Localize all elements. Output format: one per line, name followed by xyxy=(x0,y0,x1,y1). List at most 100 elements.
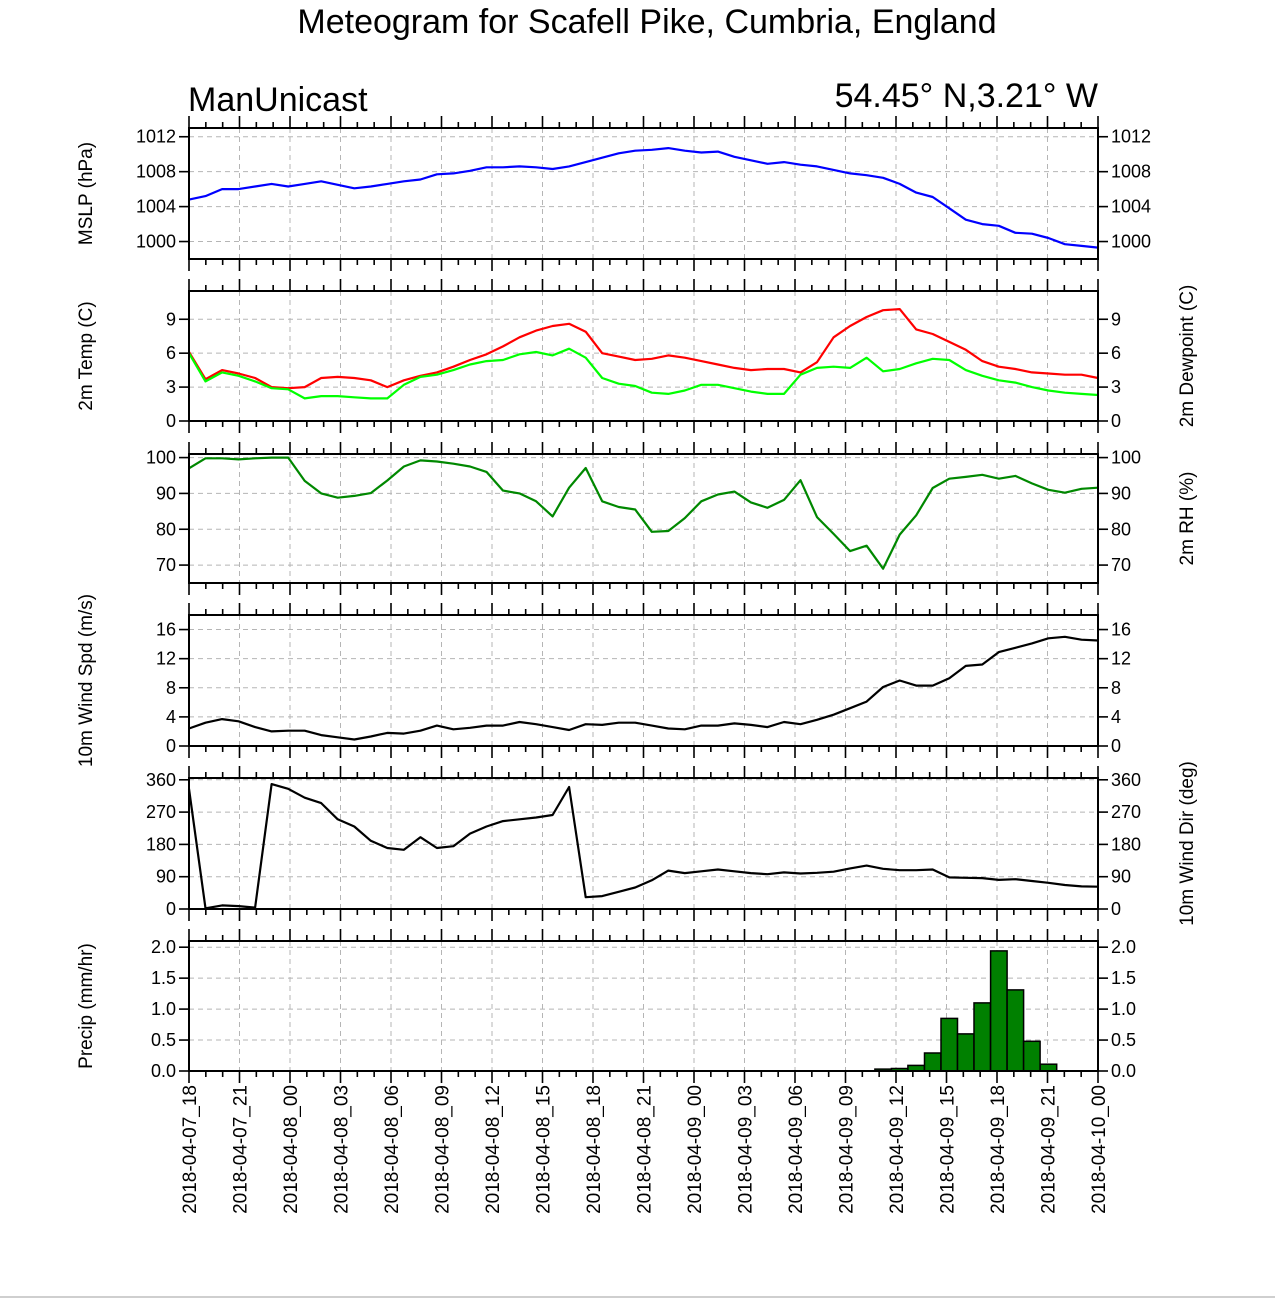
x-tick-label: 2018-04-09_03 xyxy=(736,1085,757,1214)
y-tick-label-left: 100 xyxy=(146,448,176,468)
panel-rh: 70 70 80 80 90 90 100 100 2m RH (%) xyxy=(146,442,1198,595)
y-tick-label-right: 3 xyxy=(1111,377,1121,397)
precip-bar xyxy=(973,1002,992,1072)
y-tick-label-right: 1000 xyxy=(1111,232,1151,252)
precip-bar xyxy=(1039,1063,1058,1072)
y-tick-label-left: 16 xyxy=(156,620,176,640)
y-tick-label-left: 180 xyxy=(146,834,176,854)
y-axis-label-right: 10m Wind Dir (deg) xyxy=(1177,761,1198,926)
y-tick-label-right: 1.0 xyxy=(1111,999,1136,1019)
panel-wspd: 0 0 4 4 8 8 12 12 16 16 10m Wind Spd (m/s) xyxy=(76,594,1131,767)
temp-series-1 xyxy=(188,347,1099,400)
y-axis-label-left: 2m Temp (C) xyxy=(76,301,97,410)
location-label: 54.45° N,3.21° W xyxy=(835,77,1098,115)
y-tick-label-right: 6 xyxy=(1111,343,1121,363)
y-tick-label-right: 70 xyxy=(1111,555,1131,575)
y-tick-label-left: 12 xyxy=(156,649,176,669)
panel-wdir: 0 0 90 90 180 180 270 270 360 360 10m Wind Dir (de… xyxy=(146,761,1198,926)
y-tick-label-right: 16 xyxy=(1111,620,1131,640)
y-tick-label-left: 1008 xyxy=(136,162,176,182)
y-tick-label-right: 1012 xyxy=(1111,127,1151,147)
y-tick-label-right: 4 xyxy=(1111,707,1121,727)
panel-temp: 0 0 3 3 6 6 9 9 2m Temp (C) 2m Dewpoint (C) xyxy=(76,279,1198,433)
y-tick-label-left: 1004 xyxy=(136,197,176,217)
y-tick-label-right: 270 xyxy=(1111,802,1141,822)
x-tick-label: 2018-04-08_12 xyxy=(483,1085,504,1214)
y-tick-label-left: 270 xyxy=(146,802,176,822)
y-axis-label-right: 2m RH (%) xyxy=(1177,472,1198,566)
x-tick-label: 2018-04-09_06 xyxy=(786,1085,807,1214)
x-tick-label: 2018-04-07_18 xyxy=(180,1085,201,1214)
y-axis-label-left: MSLP (hPa) xyxy=(76,142,97,245)
y-tick-label-right: 2.0 xyxy=(1111,937,1136,957)
y-axis-label-left: 10m Wind Spd (m/s) xyxy=(76,594,97,767)
y-tick-label-left: 1.5 xyxy=(151,968,176,988)
y-tick-label-right: 0 xyxy=(1111,899,1121,919)
x-tick-label: 2018-04-09_00 xyxy=(685,1085,706,1214)
x-tick-label: 2018-04-08_18 xyxy=(584,1085,605,1214)
panel-precip: 0.0 0.0 0.5 0.5 1.0 1.0 1.5 1.5 2.0 2.0 Precip (mm… xyxy=(76,929,1136,1083)
y-tick-label-right: 90 xyxy=(1111,483,1131,503)
x-tick-label: 2018-04-08_00 xyxy=(281,1085,302,1214)
y-tick-label-right: 12 xyxy=(1111,649,1131,669)
x-tick-label: 2018-04-09_15 xyxy=(938,1085,959,1214)
y-axis-label-right: 2m Dewpoint (C) xyxy=(1177,285,1198,428)
precip-bar xyxy=(1006,989,1025,1072)
y-tick-label-left: 90 xyxy=(156,483,176,503)
y-tick-label-left: 0.5 xyxy=(151,1030,176,1050)
rh-series-0 xyxy=(188,456,1099,570)
mslp-series-0 xyxy=(188,147,1099,249)
x-tick-label: 2018-04-09_18 xyxy=(988,1085,1009,1214)
y-tick-label-right: 8 xyxy=(1111,678,1121,698)
x-tick-label: 2018-04-08_15 xyxy=(534,1085,555,1214)
wspd-series-0 xyxy=(188,635,1099,741)
y-tick-label-right: 0 xyxy=(1111,411,1121,431)
y-tick-label-right: 1008 xyxy=(1111,162,1151,182)
y-tick-label-left: 0 xyxy=(166,899,176,919)
x-axis: 2018-04-07_18 2018-04-07_21 2018-04-08_00 2… xyxy=(180,1085,1110,1214)
y-tick-label-right: 100 xyxy=(1111,448,1141,468)
x-tick-label: 2018-04-09_12 xyxy=(887,1085,908,1214)
x-tick-label: 2018-04-08_03 xyxy=(332,1085,353,1214)
panel-mslp: 1000 1000 1004 1004 1008 1008 1012 1012 MSLP (hP… xyxy=(76,116,1151,271)
y-tick-label-left: 360 xyxy=(146,770,176,790)
wdir-series-0 xyxy=(187,782,1099,910)
x-tick-label: 2018-04-08_09 xyxy=(433,1085,454,1214)
x-tick-label: 2018-04-08_06 xyxy=(382,1085,403,1214)
model-label: ManUnicast xyxy=(188,81,368,119)
precip-bar xyxy=(989,950,1008,1072)
precip-bar xyxy=(1022,1040,1041,1072)
y-tick-label-left: 2.0 xyxy=(151,937,176,957)
y-tick-label-left: 9 xyxy=(166,309,176,329)
y-tick-label-right: 0.0 xyxy=(1111,1061,1136,1081)
y-tick-label-right: 0.5 xyxy=(1111,1030,1136,1050)
y-tick-label-right: 9 xyxy=(1111,309,1121,329)
y-tick-label-left: 0 xyxy=(166,736,176,756)
y-tick-label-left: 0 xyxy=(166,411,176,431)
y-tick-label-left: 4 xyxy=(166,707,176,727)
x-tick-label: 2018-04-08_21 xyxy=(635,1085,656,1214)
y-tick-label-left: 0.0 xyxy=(151,1061,176,1081)
y-tick-label-right: 180 xyxy=(1111,834,1141,854)
y-axis-label-left: Precip (mm/hr) xyxy=(76,943,97,1069)
y-tick-label-right: 1.5 xyxy=(1111,968,1136,988)
y-tick-label-left: 6 xyxy=(166,343,176,363)
precip-bar xyxy=(940,1017,959,1072)
x-tick-label: 2018-04-09_09 xyxy=(837,1085,858,1214)
y-tick-label-left: 1000 xyxy=(136,232,176,252)
y-tick-label-left: 8 xyxy=(166,678,176,698)
x-tick-label: 2018-04-07_21 xyxy=(231,1085,252,1214)
y-tick-label-left: 1.0 xyxy=(151,999,176,1019)
y-tick-label-right: 1004 xyxy=(1111,197,1151,217)
y-tick-label-left: 80 xyxy=(156,519,176,539)
y-tick-label-right: 0 xyxy=(1111,736,1121,756)
y-tick-label-right: 80 xyxy=(1111,519,1131,539)
y-tick-label-left: 1012 xyxy=(136,127,176,147)
precip-bar xyxy=(923,1052,942,1072)
y-tick-label-left: 70 xyxy=(156,555,176,575)
temp-series-0 xyxy=(188,308,1099,390)
x-tick-label: 2018-04-09_21 xyxy=(1039,1085,1060,1214)
